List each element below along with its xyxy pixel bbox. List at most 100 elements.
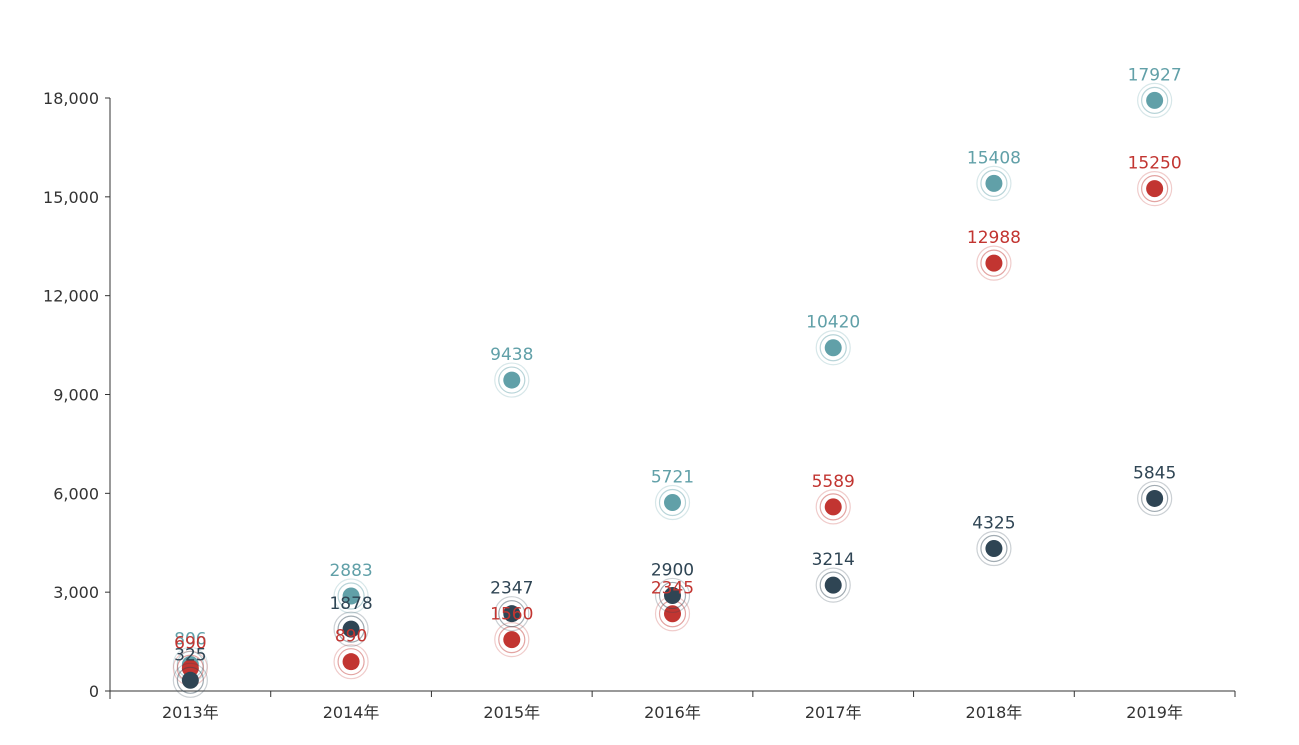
point-ripple-outer	[494, 622, 530, 658]
data-point[interactable]	[1137, 170, 1173, 207]
y-tick-label: 0	[89, 682, 99, 701]
data-point[interactable]	[654, 577, 691, 614]
point-ripple-outer	[333, 611, 369, 647]
data-label: 1560	[490, 605, 533, 625]
data-label: 5721	[651, 468, 694, 488]
point-ripple-outer	[333, 644, 369, 680]
point-marker[interactable]	[824, 498, 842, 516]
y-tick-label: 6,000	[53, 484, 99, 503]
point-marker[interactable]	[664, 605, 681, 623]
data-label: 10420	[806, 313, 860, 333]
point-marker[interactable]	[1146, 91, 1164, 109]
x-tick-label: 2014年	[323, 703, 380, 722]
point-ripple-outer	[494, 362, 530, 398]
point-ripple-inner	[337, 582, 365, 610]
data-point[interactable]	[333, 611, 369, 647]
data-point[interactable]	[494, 596, 530, 632]
data-label: 9438	[490, 345, 533, 365]
point-ripple-inner	[819, 334, 847, 362]
point-marker[interactable]	[1146, 180, 1164, 198]
point-ripple-outer	[1137, 82, 1173, 119]
point-ripple-inner	[658, 488, 687, 517]
point-marker[interactable]	[181, 671, 199, 689]
data-point[interactable]	[172, 662, 208, 698]
point-ripple-outer	[976, 165, 1012, 201]
x-tick-label: 2015年	[483, 703, 540, 722]
data-point[interactable]	[654, 484, 691, 521]
point-marker[interactable]	[824, 339, 842, 357]
data-label: 5845	[1133, 463, 1176, 483]
point-marker[interactable]	[181, 659, 199, 677]
data-label: 690	[174, 633, 206, 653]
x-tick-label: 2013年	[162, 703, 219, 722]
point-marker[interactable]	[342, 587, 360, 605]
data-point[interactable]	[1137, 82, 1173, 119]
point-ripple-inner	[176, 666, 204, 694]
point-ripple-outer	[976, 245, 1012, 281]
y-tick-label: 9,000	[53, 386, 99, 405]
point-marker[interactable]	[342, 653, 360, 671]
data-point[interactable]	[333, 644, 369, 680]
data-label: 15250	[1128, 154, 1182, 174]
point-ripple-inner	[980, 169, 1008, 197]
data-point[interactable]	[494, 362, 530, 398]
point-marker[interactable]	[664, 586, 681, 604]
point-ripple-inner	[498, 366, 526, 394]
point-marker[interactable]	[503, 605, 521, 623]
point-ripple-inner	[337, 615, 365, 643]
y-tick-label: 3,000	[53, 583, 99, 602]
data-point[interactable]	[815, 489, 851, 525]
x-tick-label: 2018年	[966, 703, 1023, 722]
data-point[interactable]	[815, 330, 851, 366]
point-marker[interactable]	[824, 576, 842, 594]
data-label: 15408	[967, 148, 1021, 168]
point-ripple-outer	[815, 567, 851, 603]
data-point[interactable]	[494, 622, 530, 658]
data-label: 5589	[812, 472, 855, 492]
point-ripple-inner	[1141, 86, 1169, 115]
point-marker[interactable]	[985, 254, 1003, 272]
data-point[interactable]	[1137, 480, 1173, 517]
data-label: 1878	[329, 594, 372, 614]
point-marker[interactable]	[342, 620, 360, 638]
data-point[interactable]	[333, 578, 369, 614]
data-label: 806	[174, 629, 206, 649]
point-ripple-outer	[333, 578, 369, 614]
data-label: 890	[335, 627, 367, 647]
point-marker[interactable]	[985, 540, 1003, 558]
data-point[interactable]	[815, 567, 851, 603]
data-labels: 806 2883 9438 5721 10420 15408 17927 690 890 1560…	[174, 65, 1182, 665]
x-tick-label: 2017年	[805, 703, 862, 722]
y-tick-label: 12,000	[43, 287, 99, 306]
y-tick-label: 18,000	[43, 89, 99, 108]
data-label: 2883	[329, 561, 372, 581]
data-label: 12988	[967, 228, 1021, 248]
point-marker[interactable]	[503, 371, 521, 389]
axes: 0 3,000 6,000 9,000 12,000 15,000 18,000 2013年 2…	[43, 89, 1236, 722]
point-ripple-inner	[498, 600, 526, 628]
data-label: 2347	[490, 579, 533, 599]
point-ripple-inner	[819, 493, 847, 521]
point-marker[interactable]	[664, 494, 681, 512]
point-ripple-inner	[498, 626, 526, 654]
data-point[interactable]	[976, 165, 1012, 201]
data-point[interactable]	[976, 530, 1012, 567]
data-label: 17927	[1128, 65, 1182, 85]
point-ripple-outer	[172, 662, 208, 698]
point-ripple-inner	[1141, 484, 1169, 513]
data-label: 4325	[972, 514, 1015, 534]
data-label: 2345	[651, 579, 694, 599]
point-marker[interactable]	[985, 174, 1003, 192]
data-point[interactable]	[976, 245, 1012, 281]
point-marker[interactable]	[1146, 489, 1164, 507]
point-ripple-inner	[819, 571, 847, 599]
point-ripple-inner	[1141, 174, 1169, 203]
point-ripple-inner	[658, 581, 687, 610]
data-label: 3214	[812, 550, 855, 570]
point-ripple-outer	[654, 484, 691, 521]
point-ripple-outer	[1137, 170, 1173, 207]
point-marker[interactable]	[503, 631, 521, 649]
point-ripple-inner	[980, 534, 1008, 563]
point-ripple-outer	[654, 577, 691, 614]
